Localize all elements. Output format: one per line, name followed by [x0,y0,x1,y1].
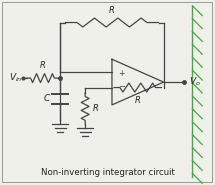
Text: C: C [43,95,50,103]
Text: $V_o$: $V_o$ [189,76,201,88]
Text: R: R [93,104,99,113]
Text: R: R [40,61,45,70]
Text: R: R [109,6,115,15]
Text: +: + [118,68,124,78]
Text: Non-inverting integrator circuit: Non-inverting integrator circuit [41,168,175,177]
Text: $V_{in}$: $V_{in}$ [9,72,22,84]
Text: R: R [135,97,141,105]
Text: −: − [118,82,125,91]
